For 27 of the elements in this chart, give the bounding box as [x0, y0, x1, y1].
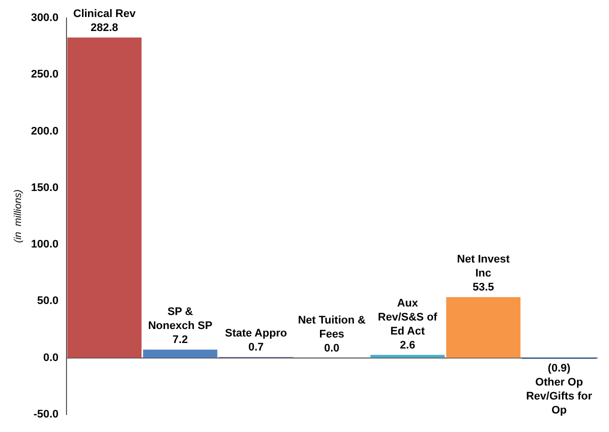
data-label: (0.9)	[548, 362, 571, 374]
data-label: 0.7	[248, 342, 264, 354]
x-tick-label: Net Invest Inc	[457, 254, 510, 280]
y-tick-label: 0.0	[43, 352, 59, 364]
y-tick-label: 100.0	[30, 238, 59, 251]
x-tick-label: Aux Rev/S&S of Ed Act	[378, 297, 438, 338]
data-label: 53.5	[472, 282, 494, 294]
x-tick-label: Clinical Rev	[73, 8, 136, 20]
y-axis-title: (in millions)	[12, 190, 24, 243]
data-label: 2.6	[400, 339, 416, 352]
bar	[370, 354, 445, 358]
y-tick-label: -50.0	[33, 408, 59, 420]
data-label: 282.8	[90, 22, 118, 34]
y-tick-label: 250.0	[30, 68, 59, 81]
x-tick-label: SP & Nonexch SP	[148, 306, 212, 332]
data-label: 0.0	[324, 342, 340, 354]
y-tick-label: 50.0	[37, 295, 59, 308]
bar	[67, 37, 142, 358]
bar	[446, 297, 520, 358]
y-tick-label: 150.0	[30, 182, 59, 194]
x-tick-label: State Appro	[225, 328, 288, 340]
bar	[143, 350, 218, 358]
y-tick-label: 200.0	[30, 125, 59, 138]
y-tick-label: 300.0	[30, 12, 59, 24]
x-tick-label: Net Tuition & Fees	[298, 314, 366, 340]
data-label: 7.2	[172, 334, 188, 346]
x-tick-label: Other Op Rev/Gifts for Op	[526, 376, 593, 416]
